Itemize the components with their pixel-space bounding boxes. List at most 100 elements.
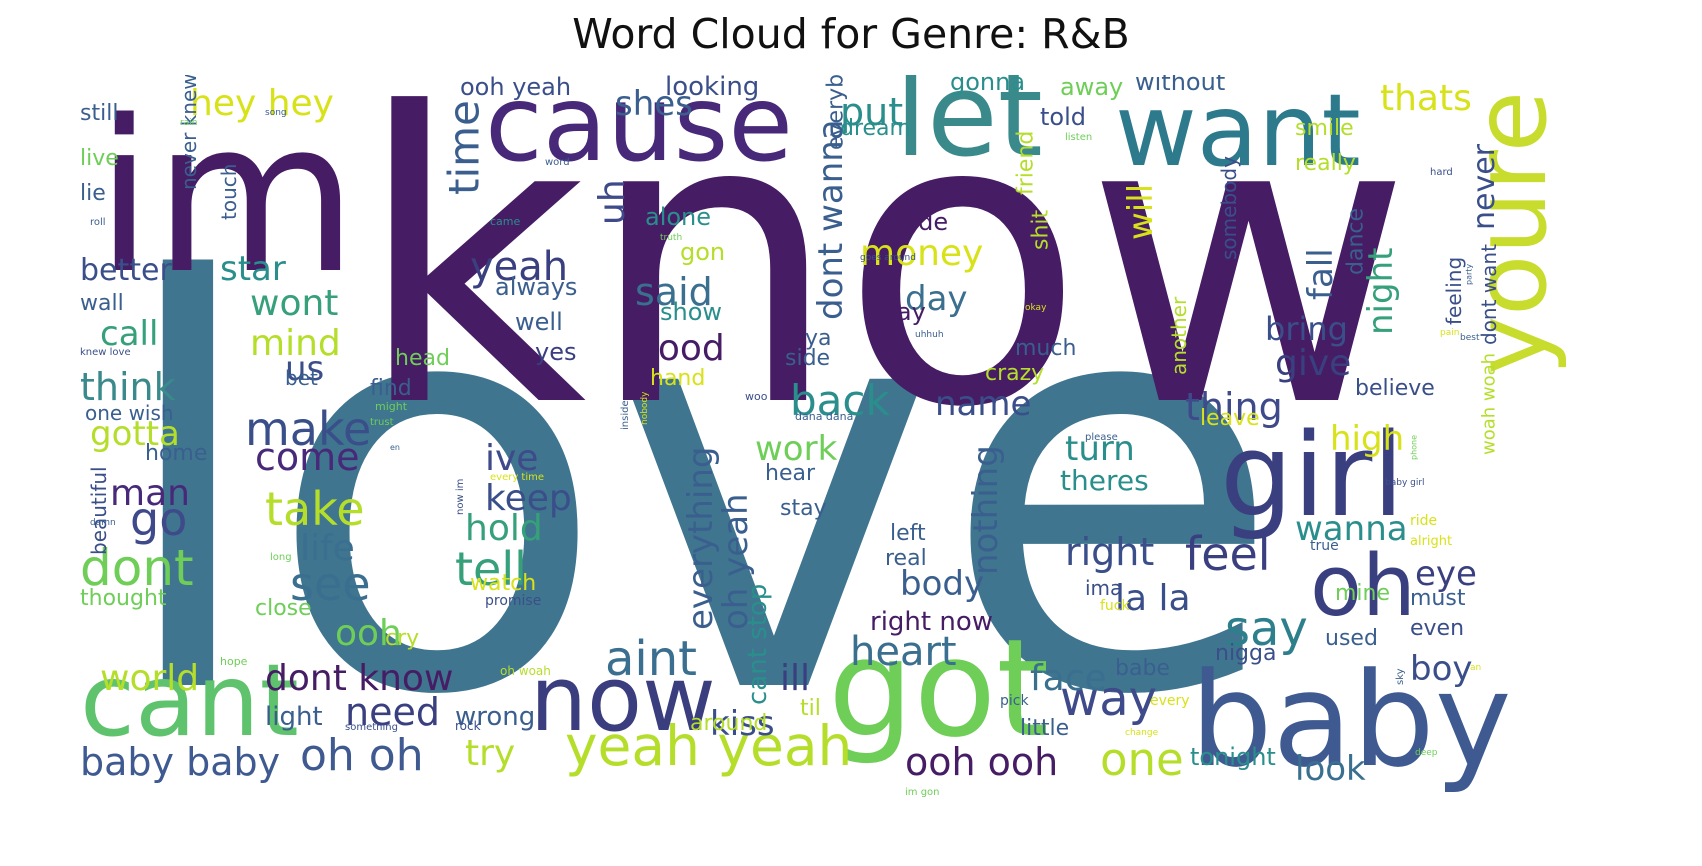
word-right: right (1065, 530, 1154, 574)
word-take: take (265, 482, 365, 536)
word-phone: phone (1409, 435, 1418, 460)
word-nobody: nobody (640, 391, 650, 425)
word-dont-wanna: dont wanna (811, 119, 851, 320)
word-baby-girl: baby girl (1385, 478, 1425, 488)
word-real: real (885, 546, 927, 571)
word-crazy: crazy (985, 361, 1044, 386)
word-party: party (1464, 264, 1473, 285)
word-will: will (1121, 184, 1161, 240)
word-wont: wont (250, 283, 338, 324)
word-ya: ya (805, 326, 832, 351)
word-woah-woah: woah woah (1478, 353, 1499, 455)
word-little: little (1020, 716, 1069, 741)
word-fall: fall (1301, 248, 1341, 300)
word-find: find (370, 376, 412, 401)
word-everybody: everybody (824, 75, 849, 150)
word-made: made (880, 208, 948, 236)
word-oh-yeah: oh yeah (716, 493, 756, 630)
word-sky: sky (1395, 668, 1406, 685)
word-best: best (1460, 333, 1480, 343)
word-think: think (80, 365, 176, 409)
word-trust: trust (370, 417, 394, 428)
word-nigga: nigga (1215, 641, 1276, 666)
word-la-la: la la (1115, 578, 1191, 619)
word-oh: oh (1310, 537, 1416, 636)
word-still: still (80, 101, 118, 126)
word-keep: keep (485, 478, 572, 519)
word-love: love (110, 166, 1284, 818)
word-another: another (1167, 296, 1191, 375)
word-feel: feel (1185, 527, 1271, 581)
word-hear: hear (765, 461, 816, 486)
word-head: head (395, 346, 450, 371)
word-go: go (130, 492, 187, 546)
word-rock: rock (455, 719, 481, 733)
word-id: id (1035, 277, 1044, 288)
word-baby-baby: baby baby (80, 740, 280, 784)
word-ill: ill (780, 658, 810, 699)
word-oh-oh: oh oh (300, 730, 424, 781)
word-face: face (1030, 658, 1107, 699)
word-show: show (660, 298, 722, 326)
word-til: til (800, 696, 821, 721)
word-hold: hold (465, 508, 543, 549)
word-believe: believe (1355, 376, 1435, 401)
word-en: en (390, 443, 400, 452)
word-damn: damn (90, 518, 116, 528)
word-thing: thing (1185, 385, 1283, 429)
word-lie: lie (80, 181, 106, 206)
word-well: well (515, 308, 563, 336)
word-bet: bet (285, 366, 318, 390)
word-high: high (1330, 419, 1404, 459)
word-fuck: fuck (1100, 598, 1130, 614)
word-an: an (1470, 663, 1481, 673)
word-time: time (440, 100, 489, 195)
word-man: man (110, 473, 190, 514)
word-life: life (300, 528, 355, 569)
word-come: come (255, 435, 360, 479)
word-one-wish: one wish (85, 401, 174, 425)
word-youre: youre (1452, 91, 1569, 375)
word-pain: pain (1440, 328, 1459, 338)
word-roll: roll (90, 217, 106, 228)
word-ooh-ooh: ooh ooh (905, 740, 1058, 784)
word-gotta: gotta (90, 414, 180, 454)
word-hand: hand (650, 366, 705, 391)
word-rain: rain (180, 118, 197, 128)
word-long: long (270, 552, 292, 563)
chart-title: Word Cloud for Genre: R&B (572, 10, 1130, 58)
word-im-gon: im gon (905, 787, 940, 798)
word-money: money (860, 233, 983, 274)
word-try: try (465, 733, 515, 774)
word-let: let (895, 75, 1043, 183)
word-truth: truth (660, 233, 682, 243)
word-used: used (1325, 626, 1378, 651)
word-turn: turn (1065, 429, 1135, 469)
word-never: never (1467, 143, 1502, 230)
word-close: close (255, 596, 312, 621)
word-something: something (345, 722, 398, 733)
word-gonna: gonna (950, 75, 1025, 96)
word-everything: everything (681, 446, 721, 630)
word-right-now: right now (870, 607, 993, 637)
word-yes: yes (535, 338, 576, 366)
word-uh: uh (592, 179, 633, 225)
word-work: work (755, 429, 838, 469)
word-stay: stay (780, 496, 827, 521)
word-baby: baby (1190, 644, 1512, 796)
word-want: want (1115, 75, 1361, 189)
word-now: now (530, 647, 716, 752)
word-always: always (495, 273, 577, 301)
word-inside: inside (620, 400, 631, 430)
word-nothing: nothing (966, 445, 1006, 575)
word-one: one (1100, 733, 1184, 786)
word-put: put (840, 90, 903, 134)
word-wrong: wrong (455, 702, 535, 732)
word-cant: cant (80, 642, 299, 759)
word-touch: touch (217, 164, 241, 220)
word-every-time: every time (490, 472, 544, 483)
word-need: need (345, 690, 440, 734)
word-world: world (100, 658, 199, 699)
word-dont-know: dont know (265, 658, 453, 699)
